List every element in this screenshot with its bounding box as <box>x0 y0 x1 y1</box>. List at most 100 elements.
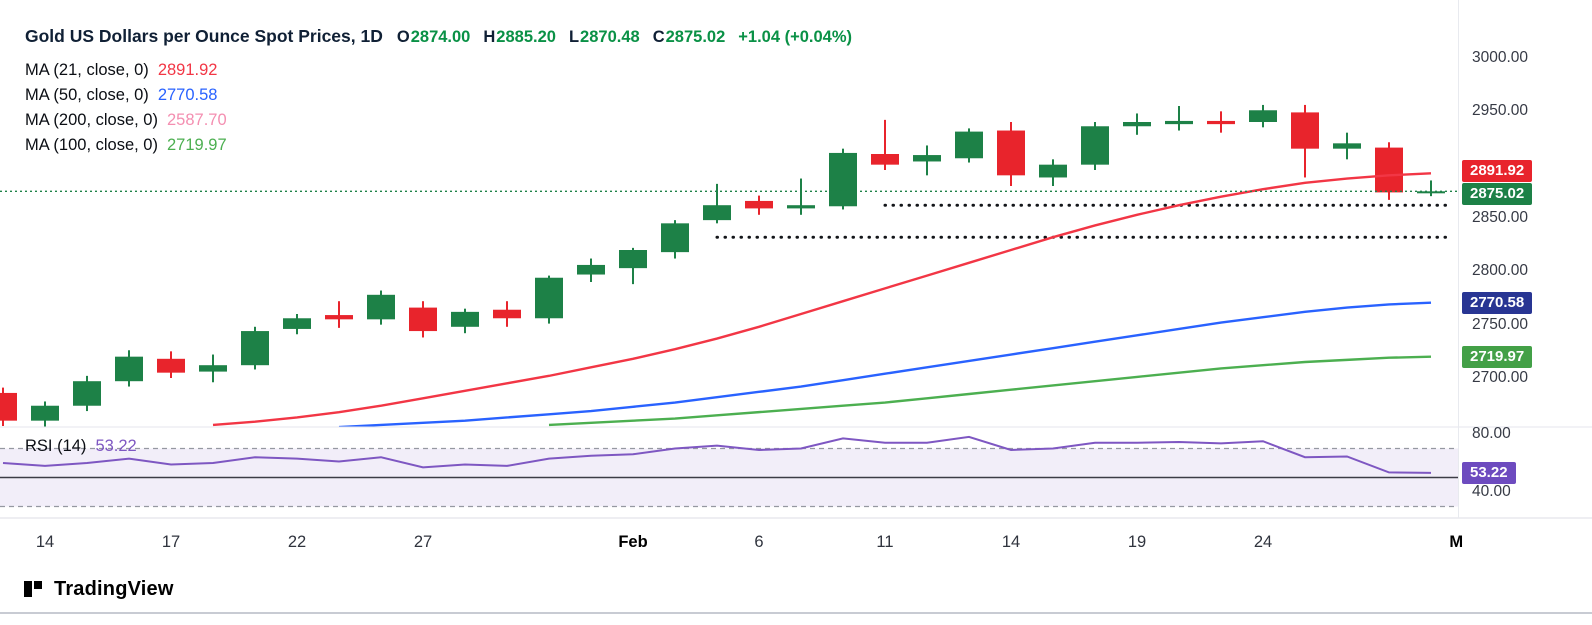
time-tick-label: Feb <box>618 533 648 551</box>
ohlc-low-value: 2870.48 <box>580 28 640 46</box>
ma-50-label: MA (50, close, 0) <box>25 86 149 104</box>
candle-body <box>283 318 311 329</box>
candle-body <box>871 154 899 165</box>
axis-tick-label: 2750.00 <box>1472 315 1529 333</box>
rsi-value: 53.22 <box>95 437 137 455</box>
candle-body <box>1417 191 1445 194</box>
candle-body <box>577 264 605 275</box>
ma100-line <box>548 355 1432 427</box>
ma-200-label: MA (200, close, 0) <box>25 111 158 129</box>
candle-body <box>619 250 647 269</box>
ohlc-low: L2870.48 <box>569 28 640 47</box>
candle-body <box>1165 120 1193 125</box>
axis-tick-label: 2850.00 <box>1472 209 1529 226</box>
ohlc-open: O2874.00 <box>397 28 471 47</box>
ma-legend-200[interactable]: MA (200, close, 0) 2587.70 <box>25 108 852 133</box>
candle-body <box>241 331 269 366</box>
time-tick-label: 17 <box>161 533 181 551</box>
price-panel[interactable] <box>0 104 1458 429</box>
symbol-header[interactable]: Gold US Dollars per Ounce Spot Prices, 1… <box>25 26 852 52</box>
candle-body <box>829 152 857 207</box>
ma-21-value: 2891.92 <box>157 61 218 79</box>
tradingview-logo-icon <box>24 581 42 597</box>
ohlc-low-label: L <box>568 28 580 46</box>
price-badge: 53.22 <box>1462 461 1516 484</box>
rsi-line <box>2 435 1432 474</box>
candle-body <box>325 315 353 320</box>
ohlc-values: O2874.00 H2885.20 L2870.48 C2875.02 +1.0… <box>397 28 852 47</box>
axis-tick-label: 2950.00 <box>1472 102 1529 120</box>
time-tick-label: 19 <box>1127 533 1147 551</box>
ma21-line <box>212 172 1432 427</box>
time-tick-label: 14 <box>1001 533 1021 551</box>
candle-body <box>1249 110 1277 122</box>
price-badge: 2891.92 <box>1462 159 1533 182</box>
candle-body <box>1123 122 1151 127</box>
time-tick-label: 6 <box>754 533 764 551</box>
axis-tick-label: 40.00 <box>1472 483 1511 500</box>
ma-100-label: MA (100, close, 0) <box>25 136 158 154</box>
axis-tick-label: 2700.00 <box>1472 369 1529 386</box>
chart-legend: Gold US Dollars per Ounce Spot Prices, 1… <box>25 26 852 158</box>
chart-title: Gold US Dollars per Ounce Spot Prices, 1… <box>25 26 383 46</box>
ma50-line <box>338 301 1432 427</box>
candle-body <box>31 405 59 421</box>
ma-legend-100[interactable]: MA (100, close, 0) 2719.97 <box>25 133 852 158</box>
candle-body <box>535 277 563 319</box>
ma-200-value: 2587.70 <box>166 111 227 129</box>
candle-body <box>913 155 941 162</box>
candle-body <box>745 200 773 209</box>
candle-body <box>451 311 479 327</box>
time-tick-label: 22 <box>287 533 307 551</box>
candle-body <box>157 358 185 373</box>
candle-body <box>703 205 731 221</box>
rsi-panel[interactable] <box>0 435 1458 508</box>
candle-body <box>1333 143 1361 149</box>
candle-body <box>955 131 983 159</box>
tradingview-attribution[interactable]: TradingView <box>22 577 174 601</box>
candle-body <box>409 307 437 332</box>
tradingview-logo-text: TradingView <box>54 577 174 600</box>
ma-50-value: 2770.58 <box>157 86 218 104</box>
ohlc-open-value: 2874.00 <box>410 28 471 46</box>
ma-legend-50[interactable]: MA (50, close, 0) 2770.58 <box>25 83 852 108</box>
ohlc-close-label: C <box>652 28 665 46</box>
change-value: +1.04 (+0.04%) <box>738 28 853 46</box>
axis-tick-label: 3000.00 <box>1472 49 1529 66</box>
ohlc-high-label: H <box>483 28 496 46</box>
axis-tick-label: 2800.00 <box>1472 262 1529 280</box>
candle-body <box>1291 112 1319 149</box>
candle-body <box>1039 164 1067 178</box>
candle-body <box>997 130 1025 176</box>
candle-body <box>199 365 227 372</box>
candle-body <box>367 294 395 320</box>
ma-legend-21[interactable]: MA (21, close, 0) 2891.92 <box>25 58 852 83</box>
time-tick-label: 14 <box>35 533 55 551</box>
candle-body <box>787 205 815 209</box>
rsi-legend[interactable]: RSI (14) 53.22 <box>25 437 137 456</box>
ma-21-label: MA (21, close, 0) <box>25 61 149 79</box>
candle-body <box>0 392 17 421</box>
candle-body <box>493 309 521 319</box>
ma-100-value: 2719.97 <box>166 136 227 154</box>
ohlc-high-value: 2885.20 <box>496 28 556 46</box>
axis-tick-label: 80.00 <box>1472 425 1511 442</box>
price-badge: 2770.58 <box>1462 291 1533 314</box>
rsi-label: RSI (14) <box>25 437 87 455</box>
price-badge: 2875.02 <box>1462 182 1533 205</box>
ohlc-close-value: 2875.02 <box>665 28 726 46</box>
price-badge: 2719.97 <box>1462 345 1533 368</box>
time-tick-label: M <box>1449 533 1464 551</box>
ohlc-high: H2885.20 <box>483 28 556 47</box>
candle-body <box>661 223 689 253</box>
time-tick-label: 24 <box>1253 533 1273 551</box>
time-tick-label: 11 <box>876 533 894 551</box>
candle-body <box>1375 147 1403 193</box>
candle-body <box>1081 126 1109 165</box>
candle-body <box>1207 120 1235 125</box>
candle-body <box>73 381 101 406</box>
